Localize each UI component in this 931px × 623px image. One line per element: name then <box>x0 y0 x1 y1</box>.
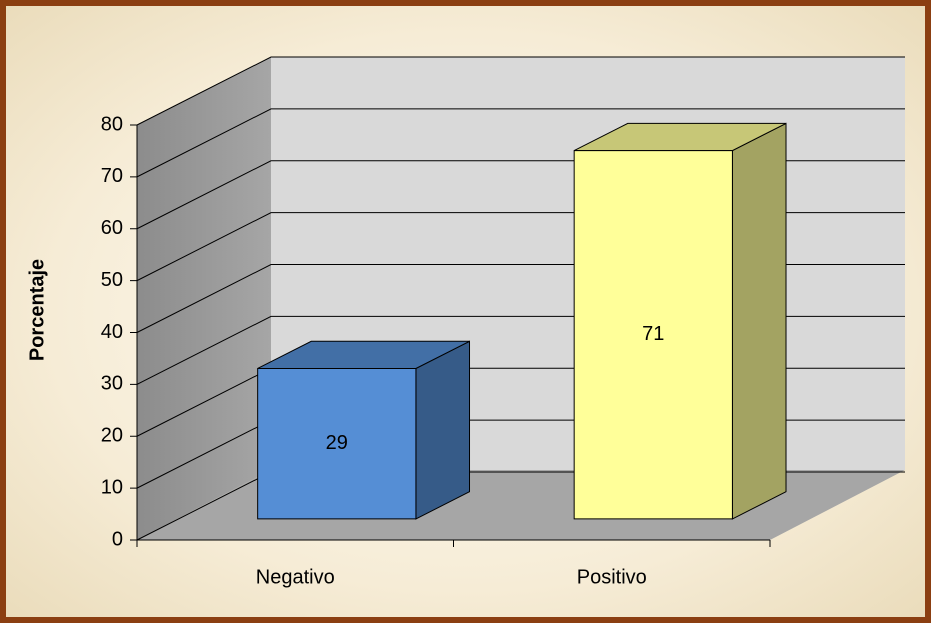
y-tick-label: 10 <box>101 476 123 498</box>
y-tick-label: 50 <box>101 269 123 291</box>
data-label: 71 <box>642 323 664 345</box>
y-tick-label: 40 <box>101 321 123 343</box>
bar-side <box>415 340 471 520</box>
bar <box>257 367 417 520</box>
bar-side <box>731 122 787 520</box>
floor <box>137 470 905 540</box>
y-axis-label: Porcentaje <box>26 259 48 361</box>
grid-line <box>136 108 905 178</box>
x-tick-label: Negativo <box>256 566 335 588</box>
y-tick-label: 80 <box>101 113 123 135</box>
bar <box>573 150 733 520</box>
data-label: 29 <box>326 432 348 454</box>
y-tick-label: 30 <box>101 373 123 395</box>
x-tick-label: Positivo <box>577 566 647 588</box>
y-tick-label: 20 <box>101 425 123 447</box>
y-tick-label: 60 <box>101 217 123 239</box>
y-tick-label: 0 <box>112 528 123 550</box>
y-tick-label: 70 <box>101 165 123 187</box>
grid-line <box>136 56 905 126</box>
